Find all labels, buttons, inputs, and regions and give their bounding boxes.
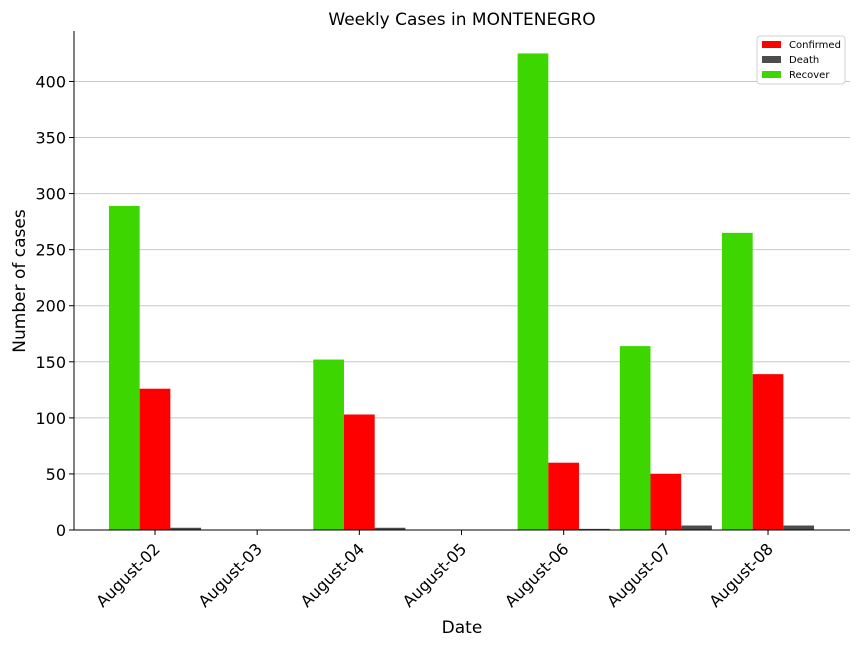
bars (108, 53, 815, 530)
y-tick-label: 100 (35, 409, 66, 428)
y-ticks: 0 50 100 150 200 250 300 350 400 (35, 72, 74, 540)
legend-swatch (762, 71, 781, 78)
y-tick-label: 350 (35, 129, 66, 148)
legend-label: Recover (789, 70, 830, 81)
x-ticks: August-02 August-03 August-04 August-05 Augu… (92, 530, 777, 611)
y-tick-label: 50 (46, 465, 66, 484)
legend-label: Death (789, 55, 819, 66)
bar (139, 388, 171, 530)
x-tick-label: August-03 (194, 539, 266, 611)
bar (650, 473, 682, 530)
y-tick-label: 200 (35, 297, 66, 316)
bar (313, 359, 344, 530)
x-tick-label: August-05 (399, 539, 471, 611)
bar (108, 205, 140, 530)
bar (374, 527, 406, 530)
legend-swatch (762, 41, 781, 48)
bar (783, 525, 815, 530)
bar (517, 53, 549, 530)
chart-title: Weekly Cases in MONTENEGRO (328, 10, 595, 30)
bar (579, 528, 610, 530)
bar (681, 525, 712, 530)
bar (343, 414, 375, 530)
y-axis-title: Number of cases (10, 209, 30, 353)
x-tick-label: August-06 (501, 539, 573, 611)
legend-swatch (762, 56, 781, 63)
x-axis-title: Date (442, 618, 483, 638)
bar (619, 346, 651, 530)
y-tick-label: 250 (35, 241, 66, 260)
bar (752, 374, 784, 530)
x-tick-label: August-08 (705, 539, 777, 611)
gridlines (74, 80, 850, 475)
y-tick-label: 0 (56, 521, 66, 540)
y-tick-label: 300 (35, 185, 66, 204)
x-tick-label: August-02 (92, 539, 164, 611)
bar (170, 527, 202, 530)
legend: Confirmed Death Recover (756, 35, 846, 85)
bar (721, 232, 753, 530)
y-tick-label: 150 (35, 353, 66, 372)
x-tick-label: August-04 (297, 539, 369, 611)
bar (548, 462, 580, 530)
x-tick-label: August-07 (603, 539, 675, 611)
legend-label: Confirmed (789, 40, 841, 51)
y-tick-label: 400 (35, 72, 66, 91)
